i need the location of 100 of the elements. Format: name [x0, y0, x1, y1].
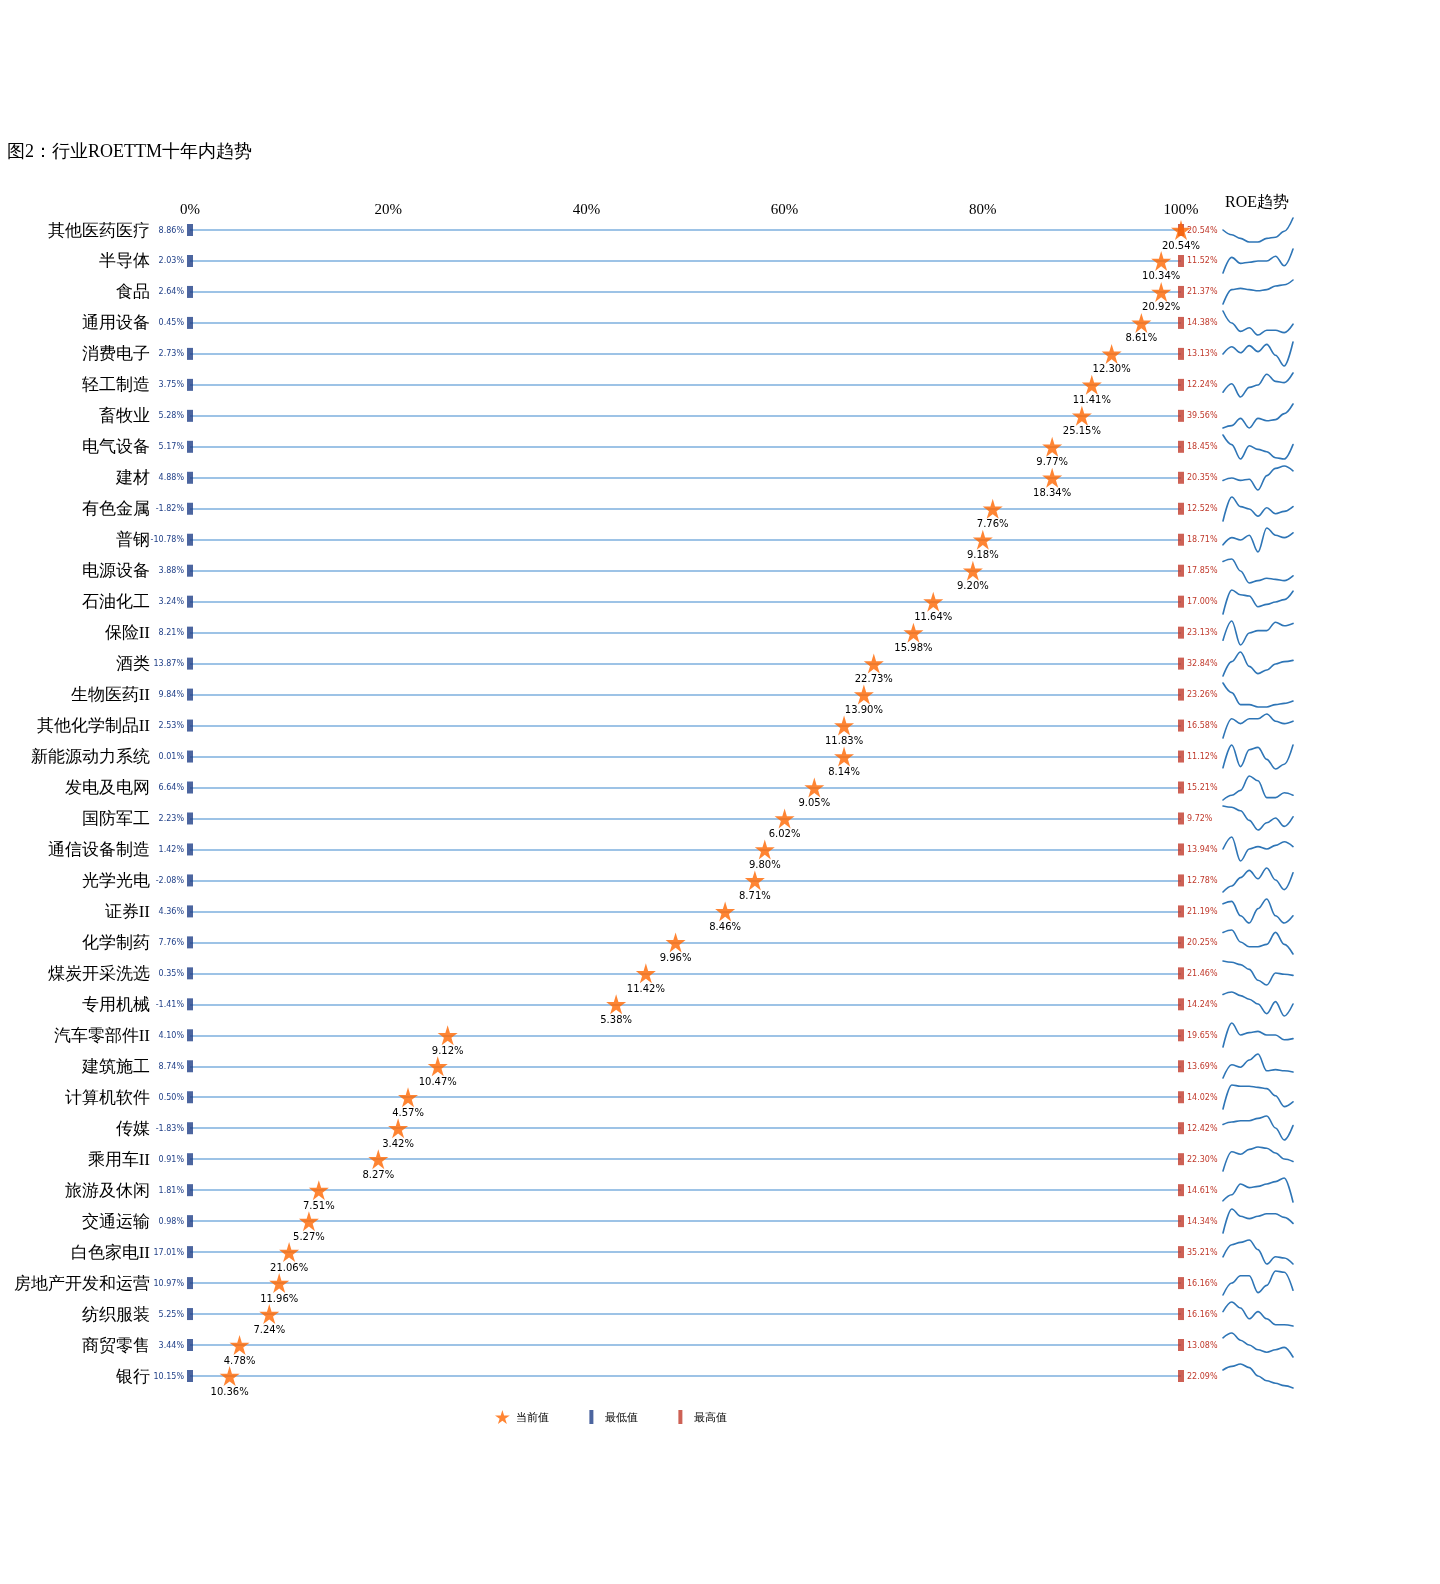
- annotation: 18.45%: [1187, 442, 1218, 452]
- annotation: 14.02%: [1187, 1092, 1218, 1102]
- annotation: 7.51%: [302, 1199, 335, 1211]
- annotation: 7.76%: [158, 937, 185, 947]
- annotation: 12.30%: [1092, 363, 1131, 375]
- annotation: 14.24%: [1187, 999, 1218, 1009]
- annotation: 39.56%: [1187, 411, 1218, 421]
- annotation: -1.41%: [155, 999, 185, 1009]
- y-tick-label: 光学光电: [82, 870, 150, 890]
- y-tick-label: 建材: [115, 468, 150, 488]
- y-tick-label: 轻工制造: [82, 375, 150, 395]
- annotation: 8.71%: [738, 889, 771, 901]
- annotation: 2.23%: [158, 813, 185, 823]
- annotation: 8.46%: [709, 920, 742, 932]
- annotation: 11.64%: [914, 611, 953, 623]
- legend-label: 最低值: [605, 1410, 639, 1424]
- annotation: 4.78%: [223, 1354, 256, 1366]
- annotation: 9.96%: [659, 951, 692, 963]
- annotation: 25.15%: [1062, 425, 1101, 437]
- annotation: 8.27%: [362, 1168, 395, 1180]
- annotation: 11.52%: [1187, 256, 1218, 266]
- annotation: 0.01%: [158, 752, 185, 762]
- annotation: 10.36%: [210, 1385, 249, 1397]
- annotation: 9.77%: [1036, 456, 1069, 468]
- annotation: 5.38%: [600, 1013, 633, 1025]
- legend-label: 最高值: [694, 1410, 728, 1424]
- annotation: 17.00%: [1187, 597, 1218, 607]
- annotation: 11.12%: [1187, 752, 1218, 762]
- x-tick-label: 40%: [572, 200, 601, 217]
- y-tick-label: 酒类: [116, 654, 150, 674]
- y-tick-label: 保险II: [104, 623, 151, 643]
- annotation: 16.58%: [1187, 721, 1218, 731]
- annotation: 23.26%: [1187, 690, 1218, 700]
- x-tick-label: 60%: [770, 200, 799, 217]
- annotation: 13.08%: [1187, 1340, 1218, 1350]
- annotation: 7.24%: [253, 1323, 286, 1335]
- annotation: 9.18%: [966, 549, 999, 561]
- annotation: 8.21%: [158, 628, 185, 638]
- legend-label: 当前值: [516, 1410, 550, 1424]
- annotation: 12.78%: [1187, 875, 1218, 885]
- annotation: 19.65%: [1187, 1030, 1218, 1040]
- y-tick-label: 其他医药医疗: [48, 220, 150, 240]
- annotation: 12.24%: [1187, 380, 1218, 390]
- annotation: 35.21%: [1187, 1247, 1218, 1257]
- x-tick-label: 100%: [1163, 200, 1199, 217]
- annotation: 18.34%: [1033, 487, 1072, 499]
- x-tick-label: 0%: [180, 200, 200, 217]
- annotation: 12.52%: [1187, 504, 1218, 514]
- annotation: 3.42%: [382, 1137, 414, 1149]
- annotation: 18.71%: [1187, 535, 1218, 545]
- annotation: 4.57%: [392, 1106, 424, 1118]
- y-tick-label: 建筑施工: [81, 1056, 150, 1076]
- annotation: 8.61%: [1125, 332, 1158, 344]
- annotation: 14.34%: [1187, 1216, 1218, 1226]
- y-tick-label: 乘用车II: [87, 1149, 151, 1169]
- annotation: 8.14%: [828, 766, 860, 778]
- y-tick-label: 普钢: [116, 530, 150, 550]
- chart-title: ROE趋势: [1225, 192, 1289, 210]
- annotation: 8.74%: [158, 1061, 185, 1071]
- annotation: 20.92%: [1142, 301, 1181, 313]
- annotation: 22.30%: [1187, 1154, 1218, 1164]
- annotation: 1.81%: [158, 1185, 185, 1195]
- annotation: 0.45%: [158, 318, 185, 328]
- annotation: 5.28%: [158, 411, 185, 421]
- annotation: 11.83%: [824, 735, 864, 747]
- annotation: 32.84%: [1187, 659, 1218, 669]
- annotation: 16.16%: [1187, 1278, 1218, 1288]
- y-tick-label: 白色家电II: [70, 1242, 151, 1262]
- y-tick-label: 国防军工: [82, 808, 150, 828]
- annotation: 13.69%: [1187, 1061, 1218, 1071]
- y-tick-label: 纺织服装: [82, 1304, 150, 1324]
- y-tick-label: 电源设备: [82, 561, 150, 581]
- annotation: 11.42%: [626, 982, 665, 994]
- annotation: 13.90%: [844, 704, 883, 716]
- annotation: 15.21%: [1187, 783, 1218, 793]
- annotation: 17.85%: [1187, 566, 1218, 576]
- annotation: 21.19%: [1187, 906, 1218, 916]
- annotation: 10.34%: [1142, 270, 1181, 282]
- annotation: 3.44%: [158, 1340, 185, 1350]
- annotation: 2.73%: [158, 349, 185, 359]
- y-tick-label: 新能源动力系统: [31, 747, 150, 767]
- annotation: 11.41%: [1072, 394, 1111, 406]
- annotation: -1.82%: [155, 504, 185, 514]
- annotation: 5.27%: [293, 1230, 325, 1242]
- annotation: 9.72%: [1187, 813, 1213, 823]
- y-tick-label: 畜牧业: [99, 406, 150, 426]
- annotation: 10.47%: [418, 1075, 457, 1087]
- y-tick-label: 专用机械: [82, 994, 150, 1014]
- y-tick-label: 银行: [115, 1366, 150, 1386]
- x-tick-label: 20%: [374, 200, 402, 217]
- annotation: 13.87%: [153, 659, 185, 669]
- y-tick-label: 有色金属: [82, 499, 150, 519]
- annotation: 0.35%: [158, 968, 185, 978]
- y-tick-label: 汽车零部件II: [53, 1025, 151, 1045]
- annotation: 0.91%: [158, 1154, 185, 1164]
- annotation: 1.42%: [158, 844, 185, 854]
- annotation: 3.88%: [158, 566, 185, 576]
- annotation: 0.98%: [158, 1216, 185, 1226]
- annotation: 0.50%: [158, 1092, 185, 1102]
- annotation: 22.73%: [854, 673, 893, 685]
